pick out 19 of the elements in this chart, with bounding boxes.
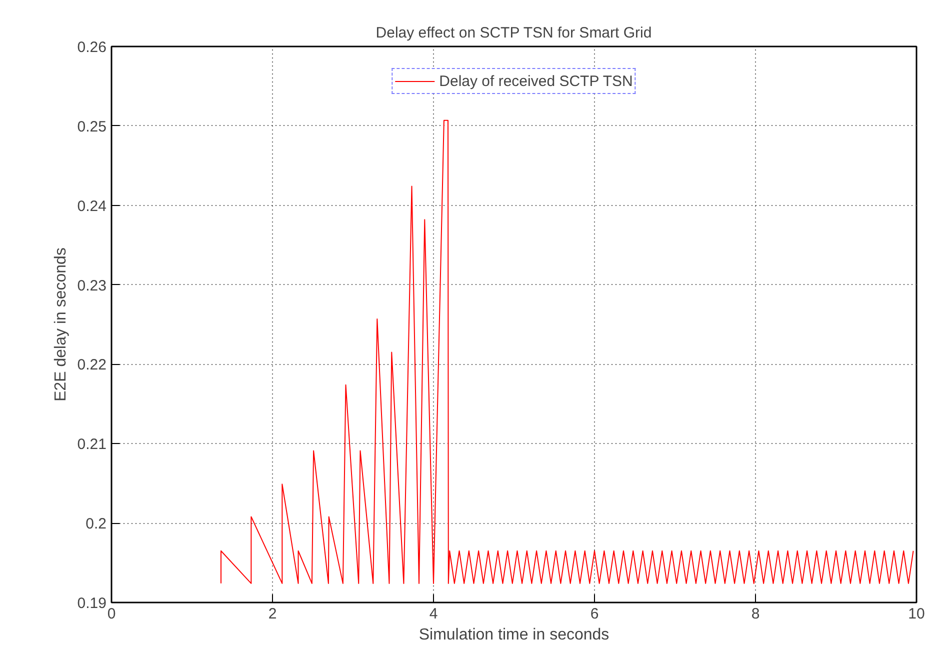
- y-tick-label: 0.25: [77, 118, 107, 136]
- y-tick-label: 0.22: [77, 356, 107, 374]
- y-axis-title: E2E delay in seconds: [52, 248, 70, 402]
- x-tick-label: 4: [429, 606, 438, 622]
- x-tick-label: 6: [590, 606, 599, 622]
- y-tick-label: 0.26: [77, 39, 107, 56]
- y-tick-label: 0.24: [77, 198, 107, 215]
- x-tick-label: 0: [107, 606, 116, 622]
- x-tick-label: 10: [908, 606, 925, 622]
- x-tick-label: 2: [268, 606, 277, 622]
- x-axis-title: Simulation time in seconds: [418, 626, 610, 644]
- chart-title: Delay effect on SCTP TSN for Smart Grid: [376, 24, 652, 42]
- line-series: [220, 120, 914, 584]
- y-tick-label: 0.21: [77, 436, 107, 454]
- legend-label: Delay of received SCTP TSN: [439, 72, 633, 90]
- y-tick-label: 0.2: [86, 516, 107, 533]
- x-tick-label: 8: [751, 606, 760, 622]
- y-tick-label: 0.23: [77, 277, 107, 294]
- y-tick-label: 0.19: [77, 595, 107, 612]
